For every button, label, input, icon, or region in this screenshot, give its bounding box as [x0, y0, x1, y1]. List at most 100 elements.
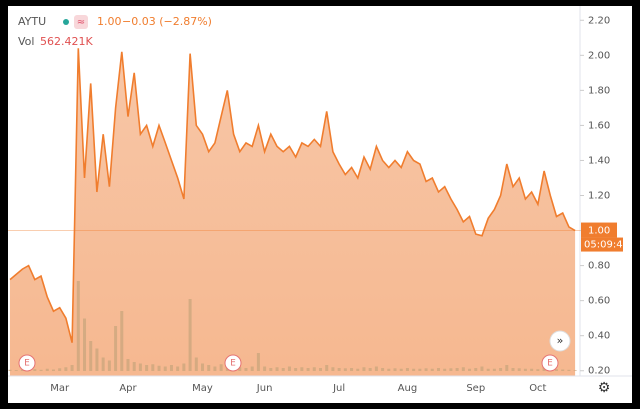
volume-bar [449, 368, 453, 371]
volume-bar [480, 366, 484, 371]
compare-badge[interactable] [74, 15, 88, 29]
volume-bar [95, 348, 99, 371]
volume-bar [523, 368, 527, 371]
volume-bar [536, 369, 540, 371]
volume-bar [250, 366, 254, 371]
volume-bar [337, 368, 341, 371]
header-price: 1.00 [97, 15, 122, 28]
volume-bar [269, 368, 273, 371]
volume-bar [443, 368, 447, 371]
event-marker[interactable] [541, 354, 559, 372]
volume-bar [312, 367, 316, 371]
volume-bar [287, 366, 291, 371]
volume-bar [343, 368, 347, 371]
volume-bar [474, 368, 478, 371]
volume-bar [256, 353, 260, 371]
volume-bar [399, 368, 403, 371]
volume-bar [114, 326, 118, 371]
volume-title: Vol [18, 35, 34, 48]
volume-bar [83, 318, 87, 371]
volume-bar [368, 368, 372, 371]
event-marker[interactable] [18, 354, 36, 372]
volume-bar [169, 365, 173, 371]
volume-bar [58, 368, 62, 371]
volume-bar [157, 365, 161, 371]
volume-bar [145, 365, 149, 371]
volume-bar [219, 364, 223, 371]
volume-bar [331, 367, 335, 371]
event-label: E [547, 359, 553, 369]
volume-bar [281, 368, 285, 371]
volume-bar [107, 360, 111, 371]
y-tick-label: 1.20 [588, 191, 610, 202]
volume-bar [492, 368, 496, 371]
price-tag-label: 1.00 [588, 226, 610, 237]
x-tick-label: Mar [50, 383, 70, 394]
volume-bar [362, 367, 366, 371]
header-change: −0.03 (−2.87%) [122, 15, 212, 28]
volume-bar [76, 281, 80, 371]
volume-bar [201, 363, 205, 371]
y-tick-label: 1.40 [588, 155, 610, 166]
volume-bar [530, 368, 534, 371]
volume-bar [356, 368, 360, 371]
volume-bar [393, 368, 397, 371]
volume-bar [20, 369, 24, 371]
volume-bar [573, 370, 577, 371]
volume-bar [499, 368, 503, 371]
volume-bar [8, 369, 12, 371]
volume-bar [381, 368, 385, 371]
event-marker[interactable] [224, 354, 242, 372]
volume-bar [64, 367, 68, 371]
volume-bar [461, 367, 465, 371]
volume-bar [51, 369, 55, 371]
x-tick-label: Jun [256, 383, 273, 394]
scroll-button[interactable] [549, 330, 571, 352]
volume-bar [45, 368, 49, 371]
y-tick-label: 1.60 [588, 120, 610, 131]
volume-bar [126, 359, 130, 371]
volume-bar [455, 368, 459, 371]
x-tick-label: Aug [398, 383, 418, 394]
volume-bar [244, 368, 248, 371]
x-tick-label: Sep [466, 383, 485, 394]
scroll-icon: » [557, 334, 564, 347]
area-fill [10, 48, 576, 377]
symbol: AYTU [18, 15, 46, 28]
volume-bar [418, 368, 422, 371]
y-tick-label: 2.00 [588, 50, 610, 61]
volume-bar [33, 369, 37, 371]
volume-bar [238, 367, 242, 371]
status-dot [63, 19, 69, 25]
volume-bar [294, 368, 298, 371]
volume-bar [387, 368, 391, 371]
volume-bar [14, 370, 18, 371]
volume-bar [151, 364, 155, 371]
y-tick-label: 0.80 [588, 261, 610, 272]
volume-bar [132, 362, 136, 371]
event-label: E [24, 359, 30, 369]
event-label: E [230, 359, 236, 369]
volume-bar [263, 366, 267, 371]
y-tick-label: 0.40 [588, 331, 610, 342]
price-line [9, 48, 576, 343]
settings-icon[interactable]: ⚙ [598, 380, 611, 396]
volume-bar [89, 341, 93, 371]
volume-bar [275, 367, 279, 371]
volume-bar [567, 369, 571, 371]
volume-bar [436, 368, 440, 371]
volume-bar [163, 366, 167, 371]
volume-bar [39, 369, 43, 371]
volume-bar [207, 365, 211, 371]
y-tick-label: 0.60 [588, 296, 610, 307]
volume-bar [213, 366, 217, 371]
y-tick-label: 2.20 [588, 15, 610, 26]
volume-bar [374, 366, 378, 371]
countdown-tag [581, 237, 623, 252]
volume-bar [138, 363, 142, 371]
x-tick-label: Oct [529, 383, 546, 394]
volume-bar [120, 311, 124, 371]
volume-bar [412, 368, 416, 371]
plot-area [8, 48, 577, 377]
